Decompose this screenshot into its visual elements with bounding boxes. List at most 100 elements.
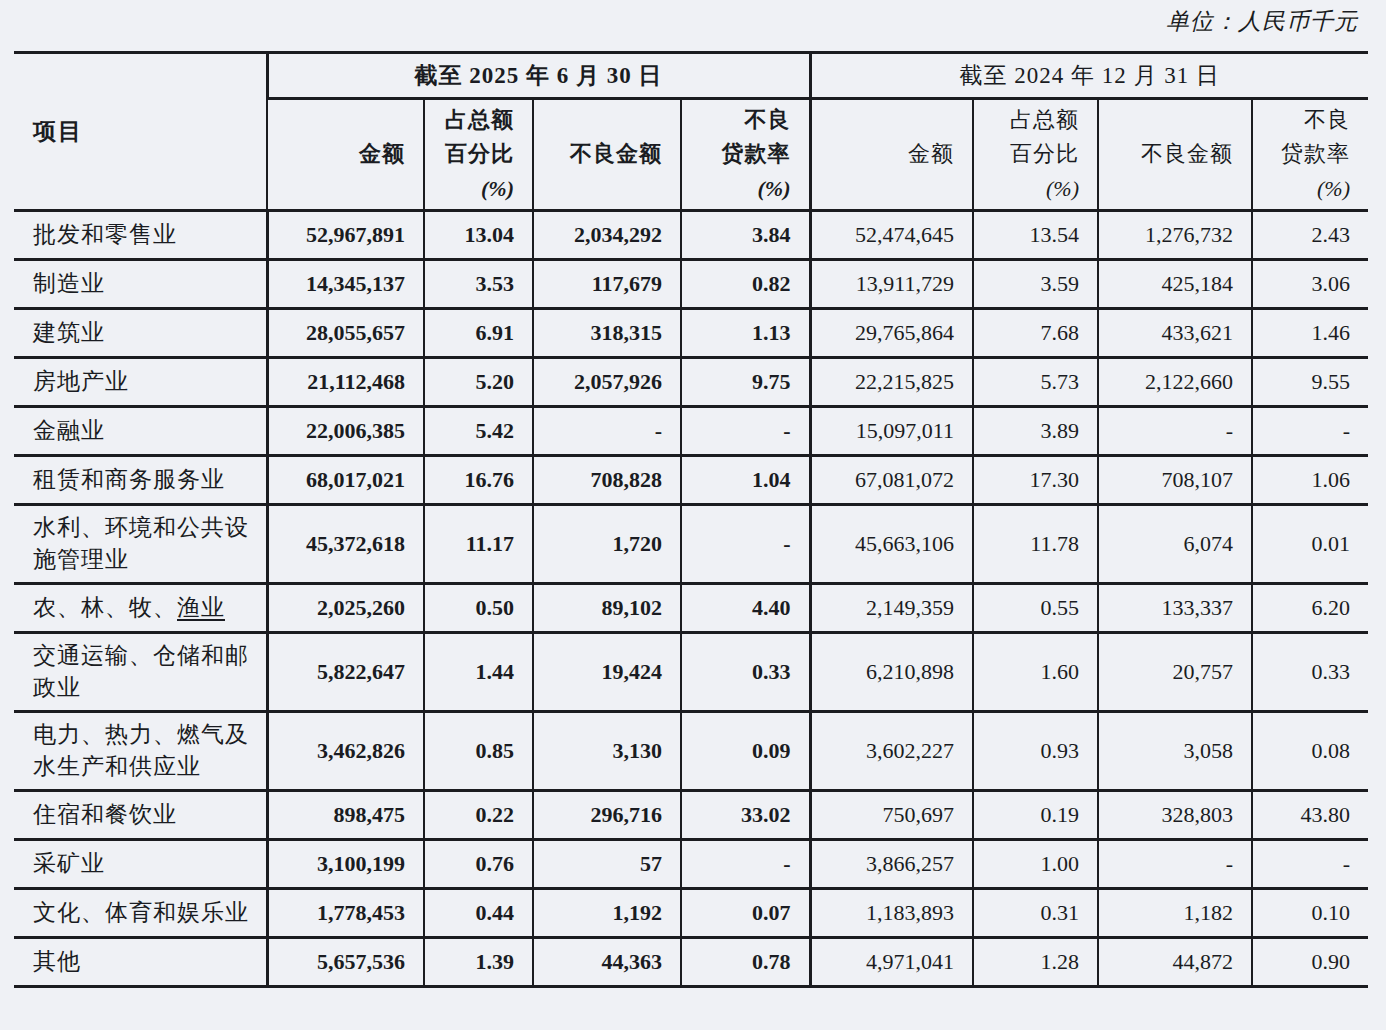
cell-npl-ratio-2025-06-30: 3.84 [681,211,810,260]
cell-amount-2024-12-31: 3,866,257 [810,840,973,889]
cell-amount-2024-12-31: 1,183,893 [810,889,973,938]
group-header-row: 项目 截至 2025 年 6 月 30 日 截至 2024 年 12 月 31 … [14,53,1368,99]
cell-industry-label: 房地产业 [14,358,267,407]
cell-npl-ratio-2024-12-31: 0.08 [1252,712,1368,791]
cell-share-of-total-2024-12-31: 13.54 [973,211,1098,260]
col-header-amount-2025-06-30: 金额 [267,99,424,211]
cell-npl-ratio-2024-12-31: 0.01 [1252,505,1368,584]
cell-npl-amount-2025-06-30: 296,716 [533,791,681,840]
cell-amount-2025-06-30: 5,657,536 [267,938,424,987]
cell-share-of-total-2025-06-30: 6.91 [424,309,533,358]
cell-share-of-total-2024-12-31: 0.31 [973,889,1098,938]
cell-share-of-total-2025-06-30: 13.04 [424,211,533,260]
cell-npl-amount-2024-12-31: 6,074 [1098,505,1252,584]
cell-npl-ratio-2025-06-30: - [681,840,810,889]
cell-share-of-total-2025-06-30: 3.53 [424,260,533,309]
cell-share-of-total-2025-06-30: 0.85 [424,712,533,791]
cell-industry-label: 交通运输、仓储和邮 政业 [14,633,267,712]
cell-npl-ratio-2025-06-30: 0.07 [681,889,810,938]
cell-npl-ratio-2024-12-31: 43.80 [1252,791,1368,840]
cell-npl-amount-2025-06-30: 57 [533,840,681,889]
col-header-share-of-total-2024-12-31: 占总额百分比(%) [973,99,1098,211]
col-header-npl-amount-2024-12-31: 不良金额 [1098,99,1252,211]
cell-amount-2024-12-31: 29,765,864 [810,309,973,358]
cell-npl-amount-2025-06-30: 318,315 [533,309,681,358]
cell-industry-label: 批发和零售业 [14,211,267,260]
cell-npl-amount-2024-12-31: - [1098,840,1252,889]
cell-npl-ratio-2024-12-31: 1.46 [1252,309,1368,358]
cell-share-of-total-2025-06-30: 0.50 [424,584,533,633]
cell-npl-ratio-2024-12-31: 3.06 [1252,260,1368,309]
cell-share-of-total-2024-12-31: 0.55 [973,584,1098,633]
cell-npl-amount-2024-12-31: 328,803 [1098,791,1252,840]
cell-amount-2024-12-31: 15,097,011 [810,407,973,456]
cell-amount-2024-12-31: 6,210,898 [810,633,973,712]
cell-share-of-total-2024-12-31: 3.59 [973,260,1098,309]
cell-share-of-total-2025-06-30: 0.22 [424,791,533,840]
industry-loan-table: 项目 截至 2025 年 6 月 30 日 截至 2024 年 12 月 31 … [14,51,1368,988]
cell-npl-amount-2025-06-30: 117,679 [533,260,681,309]
table-row: 交通运输、仓储和邮 政业5,822,6471.4419,4240.336,210… [14,633,1368,712]
cell-npl-ratio-2025-06-30: 0.78 [681,938,810,987]
cell-npl-ratio-2024-12-31: 1.06 [1252,456,1368,505]
cell-npl-ratio-2025-06-30: 33.02 [681,791,810,840]
cell-amount-2025-06-30: 898,475 [267,791,424,840]
cell-npl-amount-2024-12-31: 425,184 [1098,260,1252,309]
cell-amount-2024-12-31: 4,971,041 [810,938,973,987]
cell-npl-ratio-2024-12-31: - [1252,407,1368,456]
cell-npl-amount-2024-12-31: 2,122,660 [1098,358,1252,407]
cell-share-of-total-2024-12-31: 5.73 [973,358,1098,407]
cell-amount-2025-06-30: 3,100,199 [267,840,424,889]
col-header-npl-ratio-2024-12-31: 不良贷款率(%) [1252,99,1368,211]
table-row: 住宿和餐饮业898,4750.22296,71633.02750,6970.19… [14,791,1368,840]
cell-npl-amount-2025-06-30: 44,363 [533,938,681,987]
cell-share-of-total-2024-12-31: 1.28 [973,938,1098,987]
cell-npl-amount-2025-06-30: - [533,407,681,456]
cell-npl-amount-2025-06-30: 2,057,926 [533,358,681,407]
cell-share-of-total-2024-12-31: 3.89 [973,407,1098,456]
cell-npl-amount-2024-12-31: - [1098,407,1252,456]
cell-amount-2025-06-30: 14,345,137 [267,260,424,309]
cell-npl-ratio-2024-12-31: 0.90 [1252,938,1368,987]
cell-share-of-total-2024-12-31: 17.30 [973,456,1098,505]
document-page: 单位：人民币千元 项目 截至 2025 年 6 月 30 日 截至 2024 年… [0,0,1386,1030]
unit-note: 单位：人民币千元 [1166,6,1358,37]
cell-industry-label: 电力、热力、燃气及 水生产和供应业 [14,712,267,791]
cell-amount-2025-06-30: 28,055,657 [267,309,424,358]
group-header-2025-06-30: 截至 2025 年 6 月 30 日 [267,53,810,99]
corner-header: 项目 [14,53,267,211]
cell-npl-amount-2024-12-31: 20,757 [1098,633,1252,712]
group-header-2024-12-31: 截至 2024 年 12 月 31 日 [810,53,1368,99]
cell-amount-2025-06-30: 22,006,385 [267,407,424,456]
cell-amount-2025-06-30: 1,778,453 [267,889,424,938]
cell-npl-amount-2024-12-31: 1,182 [1098,889,1252,938]
cell-npl-amount-2025-06-30: 708,828 [533,456,681,505]
cell-amount-2024-12-31: 67,081,072 [810,456,973,505]
cell-npl-amount-2025-06-30: 1,720 [533,505,681,584]
cell-amount-2024-12-31: 2,149,359 [810,584,973,633]
cell-industry-label: 制造业 [14,260,267,309]
cell-share-of-total-2024-12-31: 1.00 [973,840,1098,889]
cell-npl-amount-2024-12-31: 433,621 [1098,309,1252,358]
cell-npl-amount-2025-06-30: 2,034,292 [533,211,681,260]
cell-npl-ratio-2024-12-31: 2.43 [1252,211,1368,260]
cell-industry-label: 住宿和餐饮业 [14,791,267,840]
cell-npl-ratio-2024-12-31: 6.20 [1252,584,1368,633]
cell-amount-2025-06-30: 68,017,021 [267,456,424,505]
cell-npl-amount-2025-06-30: 89,102 [533,584,681,633]
cell-industry-label: 水利、环境和公共设 施管理业 [14,505,267,584]
cell-npl-amount-2025-06-30: 1,192 [533,889,681,938]
table-row: 批发和零售业52,967,89113.042,034,2923.8452,474… [14,211,1368,260]
cell-amount-2025-06-30: 3,462,826 [267,712,424,791]
cell-npl-amount-2024-12-31: 133,337 [1098,584,1252,633]
cell-amount-2025-06-30: 2,025,260 [267,584,424,633]
cell-amount-2024-12-31: 3,602,227 [810,712,973,791]
cell-npl-ratio-2025-06-30: - [681,505,810,584]
cell-npl-ratio-2025-06-30: 9.75 [681,358,810,407]
table-row: 制造业14,345,1373.53117,6790.8213,911,7293.… [14,260,1368,309]
col-header-share-of-total-2025-06-30: 占总额百分比(%) [424,99,533,211]
cell-share-of-total-2024-12-31: 0.19 [973,791,1098,840]
cell-npl-ratio-2025-06-30: 1.04 [681,456,810,505]
table-row: 金融业22,006,3855.42--15,097,0113.89-- [14,407,1368,456]
cell-share-of-total-2024-12-31: 0.93 [973,712,1098,791]
